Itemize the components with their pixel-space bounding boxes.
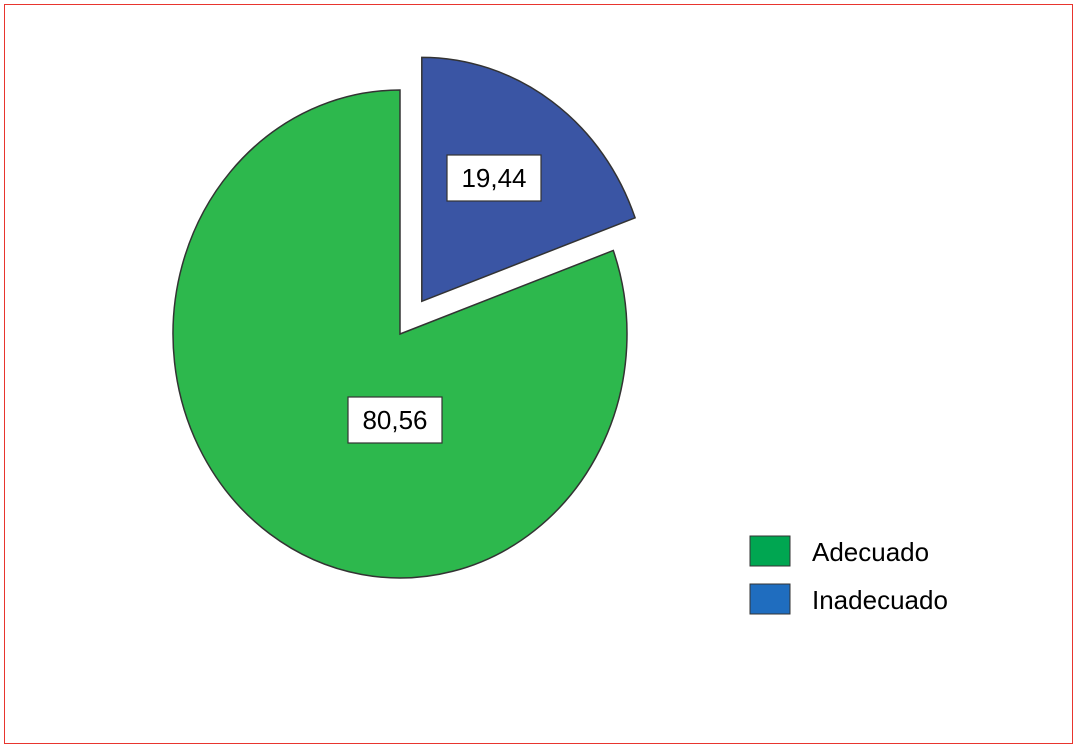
data-label-box-adecuado [347,396,443,444]
data-label-box-inadecuado [446,154,542,202]
legend: Adecuado Inadecuado [749,535,948,615]
legend-label-adecuado: Adecuado [812,537,929,567]
legend-label-inadecuado: Inadecuado [812,585,948,615]
pie-data-labels: 80,56 19,44 [347,154,542,444]
data-label-adecuado: 80,56 [362,405,427,435]
legend-swatch-inadecuado [749,583,791,615]
pie-slice-adecuado [172,89,628,579]
data-label-inadecuado: 19,44 [461,163,526,193]
pie-chart: 80,56 19,44 Adecuado Inadecuado [172,56,948,615]
pie-slices [172,56,637,579]
legend-swatch-adecuado [749,535,791,567]
